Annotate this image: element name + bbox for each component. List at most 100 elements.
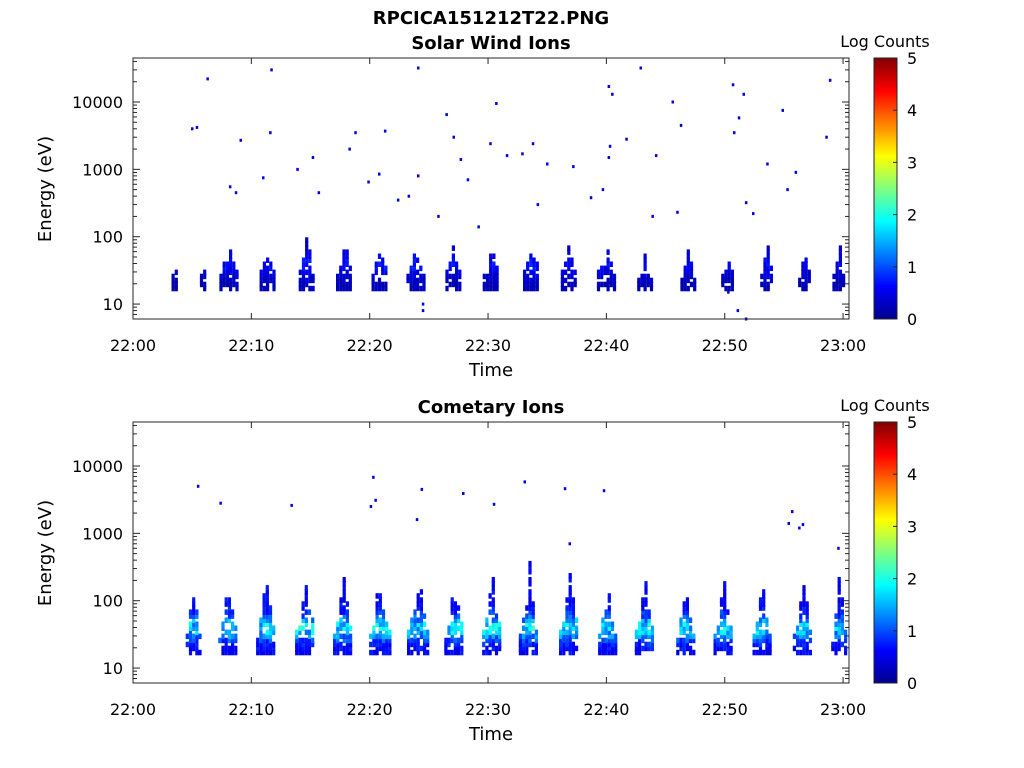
cometary-ions-heat-cell <box>195 613 199 619</box>
cometary-ions-heat-cell <box>494 629 499 636</box>
cometary-ions-heat-cell <box>831 641 835 648</box>
solar-wind-ions-heat-cell <box>730 285 734 292</box>
cometary-ions-heat-cell <box>416 621 420 627</box>
cometary-ions-heat-cell <box>262 605 266 611</box>
solar-wind-ions-heat-cell <box>422 285 426 292</box>
cometary-ions-heat-cell <box>407 637 411 644</box>
solar-wind-ions-heat-cell <box>219 277 223 284</box>
cometary-ions-heat-cell <box>641 609 645 615</box>
solar-wind-ions-heat-cell <box>838 277 842 284</box>
cometary-ions-heat-cell <box>755 625 759 631</box>
cometary-ions-heat-cell <box>723 645 727 652</box>
solar-wind-ions-heat-cell <box>455 269 459 276</box>
cometary-ions-heat-cell <box>188 609 193 615</box>
solar-wind-ions-heat-cell <box>492 285 496 292</box>
solar-wind-ions-heat-cell <box>612 281 617 288</box>
cometary-ions-heat-cell <box>231 637 235 644</box>
solar-wind-ions-heat-cell <box>259 277 263 284</box>
cometary-ions-heat-cell <box>565 617 569 623</box>
cometary-ions-heat-cell <box>298 641 302 648</box>
cometary-ions-heat-cell <box>224 637 228 644</box>
solar-wind-ions-heat-cell <box>384 285 388 292</box>
cometary-ions-heat-cell <box>488 609 492 615</box>
cometary-ions-heat-cell <box>234 645 238 652</box>
cometary-ions-heat-cell <box>488 633 492 640</box>
cometary-ions-heat-cell <box>349 641 353 648</box>
figure-title: RPCICA151212T22.PNG <box>373 8 609 29</box>
solar-wind-ions-heat-cell <box>445 277 449 284</box>
cometary-ions-heat-cell <box>224 649 228 656</box>
cometary-ions-heat-cell <box>799 601 803 607</box>
cometary-ions-heat-cell <box>407 649 411 656</box>
solar-wind-ions-heat-cell <box>492 261 496 267</box>
cometary-ions-heat-cell <box>571 601 575 607</box>
solar-wind-ions-heat-cell <box>609 273 613 280</box>
cometary-ions-heat-cell <box>562 633 566 640</box>
solar-wind-ions-sparse-count <box>348 147 351 151</box>
solar-wind-ions-heat-cell <box>535 261 539 267</box>
cometary-ions-heat-cell <box>378 601 382 607</box>
cometary-ions-heat-cell <box>447 625 451 631</box>
cometary-ions-heat-cell <box>488 649 492 656</box>
cometary-ions-heat-cell <box>610 621 615 627</box>
solar-wind-ions-heat-cell <box>448 273 452 280</box>
cometary-ions-heat-cell <box>685 633 689 640</box>
cometary-ions-heat-cell <box>679 617 683 623</box>
cometary-ions-heat-cell <box>221 633 225 640</box>
cometary-ions-heat-cell <box>195 637 199 644</box>
cometary-ions-heat-cell <box>195 625 199 631</box>
cometary-ions-heat-cell <box>345 609 349 615</box>
cometary-ions-heat-cell <box>644 601 648 607</box>
cometary-ions-heat-cell <box>614 649 618 656</box>
solar-wind-ions-heat-cell <box>342 281 346 288</box>
cometary-ions-heat-cell <box>375 617 379 623</box>
cometary-ions-sparse-count <box>602 489 606 493</box>
cometary-ions-heat-cell <box>336 637 340 644</box>
solar-wind-ions-y-axis-label: Energy (eV) <box>35 136 56 242</box>
solar-wind-ions-sparse-count <box>536 203 540 207</box>
cometary-ions-heat-cell <box>413 617 417 623</box>
cometary-ions-heat-cell <box>423 645 427 652</box>
solar-wind-ions-heat-cell <box>342 253 346 259</box>
cometary-ions-heat-cell <box>482 649 486 656</box>
solar-wind-ions-heat-cell <box>203 281 207 288</box>
cometary-ions-heat-cell <box>531 641 535 648</box>
cometary-ions-heat-cell <box>304 641 308 648</box>
solar-wind-ions-heat-cell <box>262 277 266 284</box>
solar-wind-ions-heat-cell <box>842 277 846 284</box>
solar-wind-ions-heat-cell <box>529 277 533 284</box>
solar-wind-ions-heat-cell <box>342 265 346 272</box>
cometary-ions-heat-cell <box>419 589 423 595</box>
cometary-ions-heat-cell <box>345 617 349 623</box>
cometary-ions-heat-cell <box>188 625 193 631</box>
cometary-ions-heat-cell <box>345 625 349 631</box>
solar-wind-ions-heat-cell <box>760 281 764 288</box>
solar-wind-ions-heat-cell <box>266 273 270 280</box>
solar-wind-ions-heat-cell <box>339 265 343 272</box>
cometary-ions-heat-cell <box>491 621 495 627</box>
cometary-ions-heat-cell <box>494 649 499 656</box>
solar-wind-ions-heat-cell <box>649 285 654 292</box>
solar-wind-ions-heat-cell <box>766 265 770 272</box>
solar-wind-ions-heat-cell <box>485 285 490 292</box>
cometary-ions-heat-cell <box>231 641 235 648</box>
cometary-ions-heat-cell <box>413 613 417 619</box>
solar-wind-ions-heat-cell <box>419 285 423 292</box>
solar-wind-ions-heat-cell <box>721 277 725 284</box>
cometary-ions-heat-cell <box>227 633 231 640</box>
cometary-ions-heat-cell <box>641 621 645 627</box>
cometary-ions-heat-cell <box>650 641 654 648</box>
cometary-ions-heat-cell <box>262 609 266 615</box>
cometary-ions-heat-cell <box>729 625 733 631</box>
cometary-ions-heat-cell <box>378 605 382 611</box>
cometary-ions-heat-cell <box>834 633 838 640</box>
solar-wind-ions-heat-cell <box>801 269 805 276</box>
cometary-ions-heat-cell <box>565 637 569 644</box>
solar-wind-ions-heat-cell <box>203 285 207 292</box>
cometary-ions-heat-cell <box>388 637 392 644</box>
cometary-ions-heat-cell <box>758 645 763 652</box>
solar-wind-ions-heat-cell <box>339 269 343 276</box>
cometary-ions-heat-cell <box>262 645 266 652</box>
solar-wind-ions-colorbar-tick-label: 3 <box>907 153 917 172</box>
